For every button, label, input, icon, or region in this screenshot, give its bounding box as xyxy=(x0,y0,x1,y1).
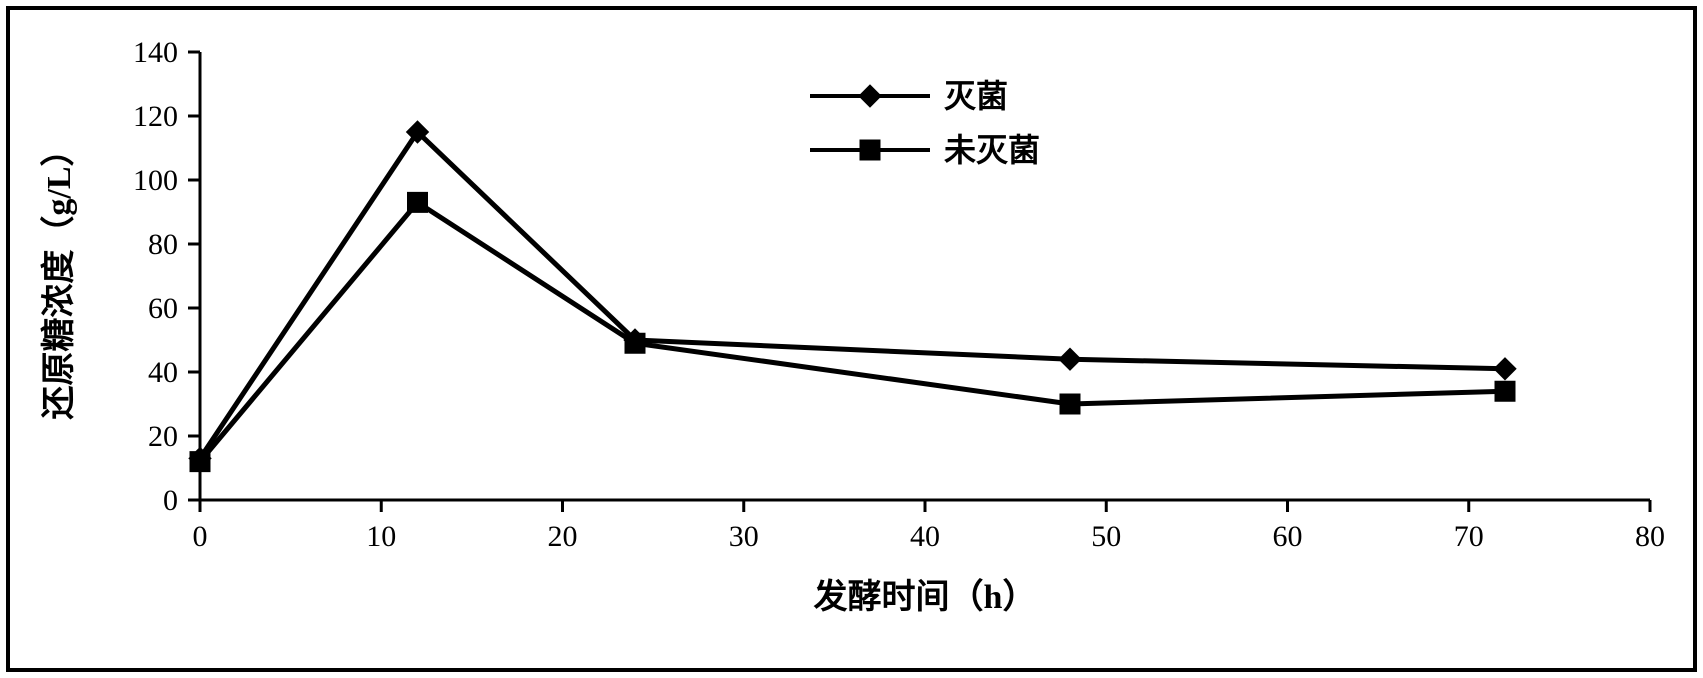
diamond-marker xyxy=(1059,348,1081,370)
x-tick-label: 40 xyxy=(910,520,940,553)
square-marker xyxy=(625,333,645,353)
y-tick-label: 140 xyxy=(133,36,178,69)
y-tick-label: 80 xyxy=(148,228,178,261)
series-line xyxy=(200,132,1505,458)
y-tick-label: 20 xyxy=(148,420,178,453)
y-tick-label: 100 xyxy=(133,164,178,197)
y-tick-label: 0 xyxy=(163,484,178,517)
x-axis-label: 发酵时间（h） xyxy=(814,577,1037,616)
square-marker xyxy=(190,452,210,472)
square-marker xyxy=(1060,394,1080,414)
legend-label: 未灭菌 xyxy=(944,132,1040,168)
x-tick-label: 50 xyxy=(1091,520,1121,553)
legend-diamond-icon xyxy=(859,85,881,107)
y-tick-label: 60 xyxy=(148,292,178,325)
x-tick-label: 70 xyxy=(1454,520,1484,553)
x-tick-label: 10 xyxy=(366,520,396,553)
square-marker xyxy=(1495,381,1515,401)
square-marker xyxy=(408,192,428,212)
x-tick-label: 30 xyxy=(729,520,759,553)
x-tick-label: 60 xyxy=(1273,520,1303,553)
legend-square-icon xyxy=(860,140,880,160)
x-tick-label: 80 xyxy=(1635,520,1665,553)
x-tick-label: 0 xyxy=(193,520,208,553)
y-tick-label: 120 xyxy=(133,100,178,133)
series-line xyxy=(200,202,1505,461)
x-tick-label: 20 xyxy=(548,520,578,553)
line-chart: 0 20 40 60 80 100 120 140 0 10 20 30 40 50 60 70 80 灭菌未灭… xyxy=(0,0,1703,678)
legend-label: 灭菌 xyxy=(944,78,1008,114)
y-axis-label: 还原糖浓度（g/L） xyxy=(39,132,78,419)
y-tick-label: 40 xyxy=(148,356,178,389)
diamond-marker xyxy=(1494,358,1516,380)
